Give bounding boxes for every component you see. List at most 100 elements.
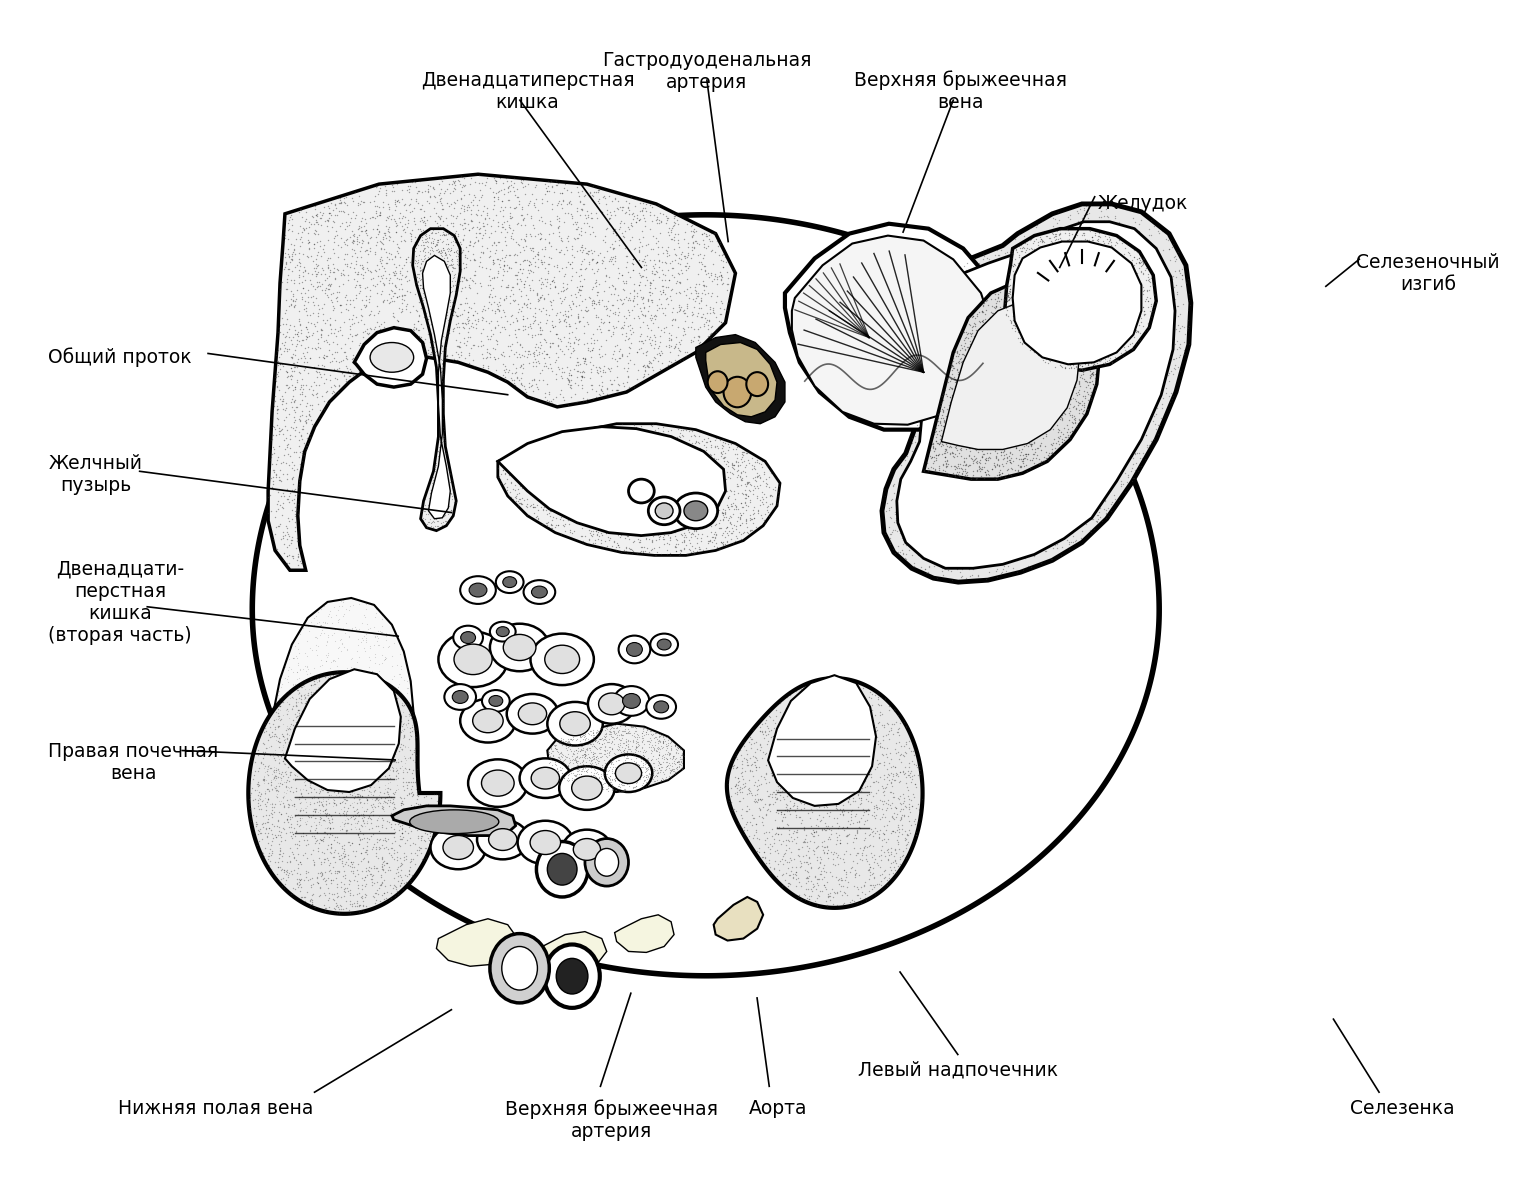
Point [988,445,1012,464]
Point [312,364,336,383]
Point [287,870,312,889]
Point [581,745,605,764]
Point [707,495,731,514]
Point [511,295,536,314]
Point [1114,318,1138,337]
Point [1120,306,1144,325]
Point [607,342,631,361]
Point [567,312,591,331]
Point [876,714,900,733]
Point [419,224,444,243]
Point [885,706,909,725]
Point [286,556,310,575]
Point [515,463,539,482]
Point [865,856,889,875]
Point [511,294,536,313]
Point [1040,313,1064,332]
Point [553,309,578,328]
Point [527,439,551,458]
Point [971,441,995,461]
Point [605,718,630,737]
Point [484,331,508,350]
Point [344,619,369,638]
Point [525,487,550,506]
Point [817,887,842,906]
Point [613,528,637,547]
Point [1109,296,1134,315]
Point [986,465,1011,484]
Point [971,380,995,399]
Point [945,388,969,407]
Point [1097,207,1121,226]
Point [287,380,312,399]
Point [329,806,353,825]
Point [318,682,343,701]
Point [660,436,685,455]
Point [627,530,651,549]
Point [988,319,1012,338]
Point [527,312,551,331]
Point [745,739,770,758]
Point [246,825,270,844]
Point [1005,433,1029,452]
Point [318,666,343,685]
Point [237,790,261,809]
Point [608,499,633,518]
Point [1074,267,1098,286]
Point [651,322,676,342]
Point [733,463,757,482]
Point [576,339,601,358]
Point [310,281,335,300]
Point [576,455,601,474]
Point [925,490,949,509]
Point [319,607,344,626]
Point [578,731,602,750]
Point [1005,302,1029,321]
Point [1015,302,1040,321]
Point [808,674,833,693]
Point [682,464,707,483]
Point [670,318,694,337]
Point [578,776,602,795]
Point [814,793,839,812]
Point [616,772,641,791]
Point [249,819,273,838]
Point [645,739,670,758]
Point [613,757,637,776]
Point [275,866,300,885]
Point [1111,453,1135,472]
Point [269,870,293,889]
Point [1046,359,1071,378]
Point [828,877,852,896]
Point [1051,315,1075,334]
Point [645,733,670,752]
Point [359,320,384,339]
Point [1072,243,1097,262]
Point [633,771,657,790]
Point [1066,383,1091,402]
Point [617,338,642,357]
Point [868,733,892,752]
Point [945,389,969,408]
Point [587,739,611,758]
Point [895,522,920,541]
Point [607,236,631,255]
Point [980,433,1005,452]
Point [430,470,455,489]
Point [699,513,723,532]
Point [541,292,565,311]
Point [611,782,636,801]
Point [604,772,628,791]
Point [392,214,416,233]
Point [366,687,390,706]
Point [997,290,1021,309]
Point [585,259,610,278]
Point [1025,445,1049,464]
Point [461,250,485,269]
Point [657,766,682,785]
Point [352,638,376,657]
Point [1121,264,1146,283]
Point [1032,271,1057,290]
Point [938,397,963,416]
Point [972,315,997,334]
